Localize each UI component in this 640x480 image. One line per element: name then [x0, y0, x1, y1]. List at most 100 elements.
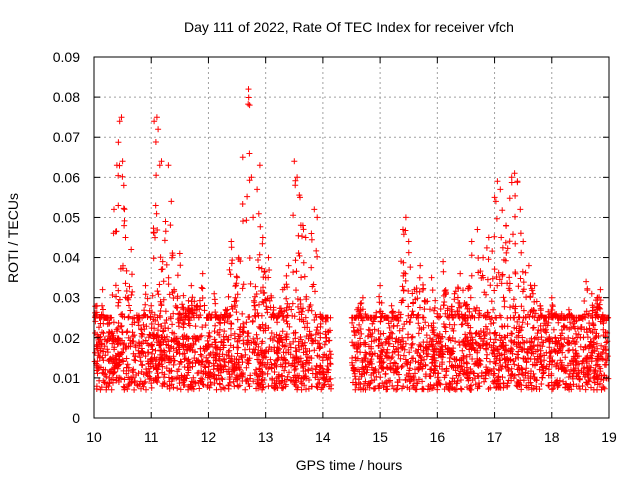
data-point	[232, 283, 239, 290]
data-point	[499, 272, 506, 279]
data-point	[431, 307, 437, 314]
data-point	[534, 330, 541, 337]
data-point	[102, 366, 109, 373]
data-point	[326, 383, 333, 390]
data-point	[204, 374, 211, 381]
data-point	[170, 361, 177, 368]
data-point	[154, 227, 161, 233]
data-point	[255, 343, 262, 350]
data-point	[470, 345, 477, 351]
data-point	[286, 340, 293, 347]
data-point	[483, 355, 490, 362]
data-point	[295, 342, 302, 349]
data-point	[177, 262, 184, 269]
data-point	[161, 357, 168, 364]
data-point	[417, 262, 424, 269]
data-point	[92, 349, 98, 356]
data-point	[431, 346, 438, 353]
data-point	[113, 228, 120, 235]
data-point	[423, 332, 430, 339]
data-point	[474, 347, 481, 354]
data-point	[325, 369, 331, 376]
data-point	[299, 222, 306, 229]
data-point	[406, 386, 413, 392]
data-point	[507, 356, 514, 363]
data-point	[513, 334, 520, 341]
data-point	[391, 348, 398, 355]
data-point	[162, 308, 169, 315]
data-point	[284, 373, 291, 380]
data-point	[576, 376, 583, 383]
data-point	[590, 339, 597, 346]
data-point	[389, 330, 396, 337]
data-point	[315, 329, 322, 336]
data-point	[306, 303, 313, 310]
data-point	[234, 350, 241, 357]
data-point	[317, 334, 324, 341]
data-point	[593, 340, 600, 347]
data-point	[290, 338, 297, 345]
data-point	[245, 330, 252, 337]
data-point	[264, 370, 271, 377]
data-point	[386, 324, 393, 331]
data-point	[199, 295, 206, 301]
data-point	[205, 363, 212, 370]
data-point	[259, 298, 266, 305]
data-point	[517, 275, 524, 282]
data-point	[586, 343, 593, 350]
data-point	[304, 354, 311, 360]
data-point	[599, 349, 606, 356]
data-point	[240, 320, 247, 327]
data-point	[211, 296, 218, 303]
data-point	[125, 374, 132, 381]
data-point	[528, 350, 535, 357]
data-point	[394, 314, 401, 321]
data-point	[603, 350, 610, 357]
data-point	[472, 339, 479, 346]
data-point	[228, 353, 235, 360]
data-point	[577, 386, 583, 392]
data-point	[127, 337, 134, 344]
data-point	[452, 338, 459, 345]
data-point	[405, 312, 412, 319]
data-point	[221, 362, 228, 369]
data-point	[99, 302, 105, 309]
data-point	[598, 342, 605, 349]
data-point	[119, 158, 126, 165]
data-point	[131, 356, 138, 363]
data-point	[496, 312, 503, 319]
data-point	[308, 332, 315, 339]
data-point	[247, 280, 254, 287]
data-point	[212, 343, 219, 350]
data-point	[405, 249, 412, 256]
data-point	[578, 368, 585, 374]
data-point	[454, 284, 461, 291]
data-point	[468, 252, 475, 259]
data-point	[597, 297, 604, 304]
data-point	[589, 320, 596, 327]
data-point	[156, 360, 163, 367]
data-point	[100, 306, 106, 313]
data-point	[197, 377, 204, 384]
data-point	[503, 222, 509, 229]
data-point	[176, 323, 182, 330]
y-tick-label: 0	[72, 410, 80, 426]
data-point	[143, 366, 150, 373]
data-point	[432, 297, 439, 304]
data-point	[165, 355, 172, 362]
data-point	[437, 346, 444, 353]
data-point	[452, 312, 458, 319]
data-point	[429, 327, 436, 334]
data-point	[559, 349, 566, 356]
data-point	[165, 274, 172, 281]
data-point	[278, 354, 285, 361]
data-point	[518, 303, 525, 310]
data-point	[156, 162, 163, 169]
data-point	[547, 314, 554, 320]
data-point	[168, 198, 175, 205]
data-point	[115, 139, 122, 146]
data-point	[469, 356, 476, 362]
data-point	[482, 323, 489, 330]
data-point	[118, 375, 124, 382]
data-point	[453, 356, 460, 363]
